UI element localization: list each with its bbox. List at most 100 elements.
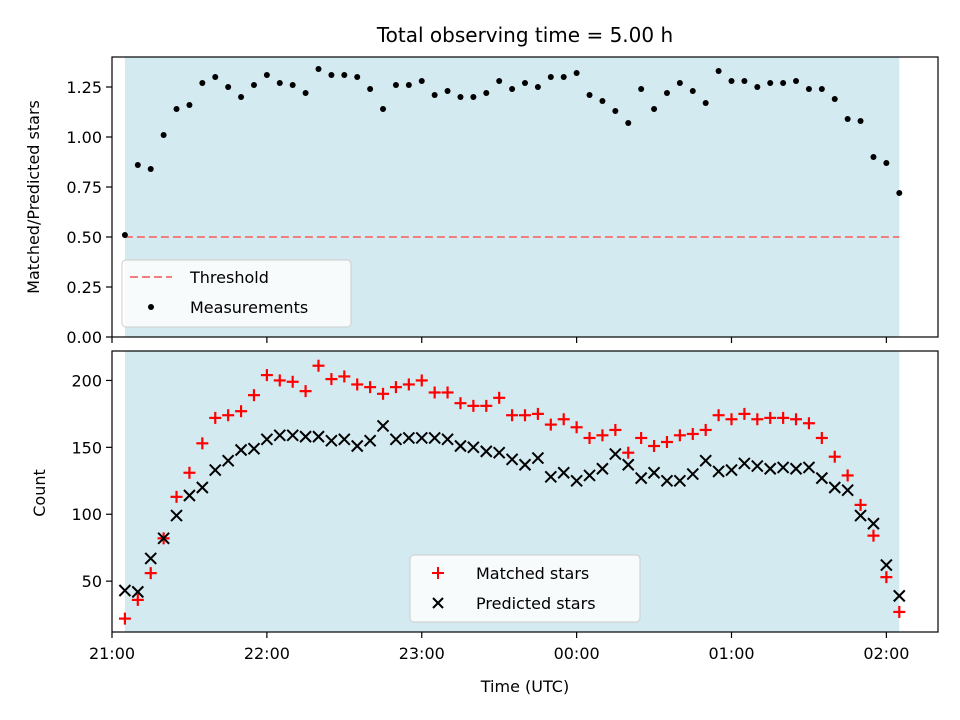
measurement-point <box>392 82 399 88</box>
matched-star-point <box>544 418 557 431</box>
measurement-point <box>315 66 322 72</box>
matched-star-point <box>725 413 738 426</box>
bottom-y-tick-label: 200 <box>71 371 102 390</box>
predicted-star-point <box>570 474 583 488</box>
matched-star-point <box>209 411 222 424</box>
measurement-point <box>160 132 167 138</box>
predicted-star-point <box>867 517 880 530</box>
predicted-star-point <box>363 434 377 447</box>
chart-title: Total observing time = 5.00 h <box>376 23 673 47</box>
predicted-star-point <box>738 457 751 470</box>
predicted-star-point <box>157 532 170 545</box>
predicted-star-point <box>428 431 441 445</box>
measurement-point <box>857 118 864 124</box>
top-panel: 0.00 0.25 0.50 0.75 1.00 1.25 Total observing… <box>24 23 939 347</box>
matched-star-point <box>764 411 777 424</box>
measurement-point <box>793 78 800 84</box>
matched-star-point <box>364 381 377 394</box>
predicted-star-point <box>131 585 145 599</box>
predicted-star-point <box>764 462 777 475</box>
measurement-point <box>522 80 528 86</box>
matched-star-point <box>557 413 570 426</box>
matched-star-point <box>815 431 828 444</box>
predicted-star-point <box>415 431 428 445</box>
matched-star-point <box>273 374 286 387</box>
matched-star-point <box>609 423 622 436</box>
bottom-y-axis-label: Count <box>30 469 49 517</box>
measurement-point <box>896 190 903 196</box>
predicted-star-point <box>828 481 841 494</box>
predicted-star-point <box>789 462 803 475</box>
bottom-y-tick-label: 100 <box>71 505 102 524</box>
top-y-tick-label: 0.50 <box>66 228 102 247</box>
matched-star-point <box>583 431 596 444</box>
measurement-point <box>689 88 696 94</box>
predicted-star-point <box>441 433 454 446</box>
measurement-point <box>470 94 477 100</box>
predicted-star-point <box>492 446 506 459</box>
predicted-star-point <box>273 429 286 442</box>
matched-star-point <box>493 391 506 404</box>
predicted-star-point <box>247 442 261 455</box>
measurements-series <box>121 66 903 238</box>
matched-star-point <box>196 437 209 450</box>
top-y-tick-label: 0.25 <box>66 278 102 297</box>
matched-star-point <box>441 386 454 399</box>
predicted-star-point <box>299 430 312 443</box>
predicted-star-point <box>118 584 132 597</box>
measurement-point <box>509 86 516 92</box>
predicted-star-point <box>221 454 235 467</box>
predicted-star-point <box>686 467 699 481</box>
matched-star-point <box>247 389 260 402</box>
top-y-tick-label: 0.75 <box>66 178 102 197</box>
matched-star-point <box>389 381 402 394</box>
predicted-star-point <box>583 469 596 482</box>
bottom-x-tick-label: 23:00 <box>399 644 445 663</box>
predicted-star-point <box>234 443 248 457</box>
matched-star-point <box>351 378 364 391</box>
predicted-star-point <box>712 465 725 478</box>
predicted-star-point <box>880 558 893 572</box>
matched-star-point <box>377 387 390 400</box>
predicted-star-point <box>196 481 209 494</box>
legend-measurements-label: Measurements <box>190 298 308 317</box>
matched-star-point <box>867 529 880 542</box>
predicted-star-point <box>699 454 712 467</box>
bottom-legend: Matched stars Predicted stars <box>409 554 641 623</box>
matched-star-point <box>338 370 351 383</box>
bottom-x-tick-label: 22:00 <box>244 644 290 663</box>
matched-star-point <box>531 407 544 420</box>
predicted-star-point <box>596 462 609 475</box>
bottom-x-tick-label: 01:00 <box>708 644 754 663</box>
predicted-stars-series <box>118 419 906 603</box>
measurement-point <box>702 100 709 106</box>
predicted-star-point <box>325 434 338 447</box>
measurement-point <box>302 90 309 96</box>
matched-star-point <box>467 399 480 412</box>
measurement-point <box>870 154 877 160</box>
measurement-point <box>431 92 438 98</box>
matched-star-point <box>118 612 131 625</box>
matched-star-point <box>751 413 764 426</box>
matched-stars-series <box>118 359 906 625</box>
measurement-point <box>728 78 735 84</box>
matched-star-point <box>144 567 157 580</box>
predicted-star-point <box>338 433 351 446</box>
measurement-point <box>405 82 412 88</box>
matched-star-point <box>841 469 854 482</box>
measurement-point <box>883 160 890 166</box>
measurement-point <box>573 70 580 76</box>
predicted-star-point <box>893 589 906 603</box>
matched-star-point <box>235 405 248 418</box>
measurement-point <box>715 68 722 74</box>
measurement-point <box>367 86 374 92</box>
measurement-point <box>289 82 296 88</box>
predicted-star-point <box>751 459 764 473</box>
predicted-star-point <box>622 458 635 471</box>
measurement-point <box>496 78 503 84</box>
measurement-point <box>663 90 670 96</box>
measurement-point <box>250 82 257 88</box>
matched-star-point <box>312 359 325 372</box>
measurement-point <box>276 80 283 86</box>
predicted-star-point <box>544 470 558 483</box>
